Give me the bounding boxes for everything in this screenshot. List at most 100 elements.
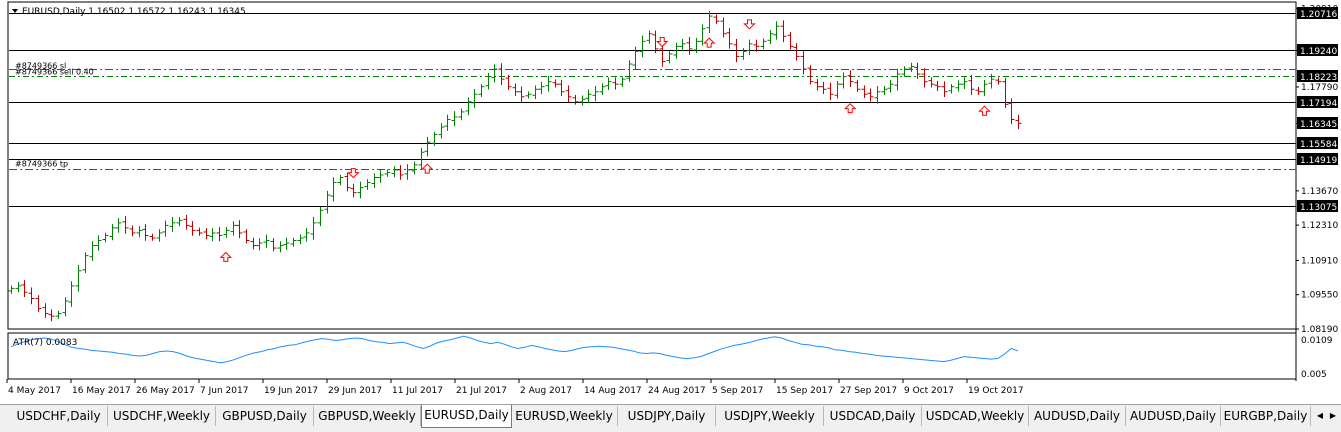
candle [330,177,337,202]
price-axis-tick: 1.12310 [1301,221,1338,231]
candle [572,95,579,105]
candle [397,165,404,180]
candle [115,218,122,233]
candle [28,287,35,305]
candle [283,237,290,250]
candle [558,79,565,97]
candle [129,225,136,237]
chart-tab[interactable]: EURGBP,Daily [1221,406,1311,426]
chart-tab[interactable]: AUDUSD,Daily [1029,406,1126,426]
candle [55,310,62,319]
price-chart[interactable]: #8749366 sl#8749366 sell 0.40 #8749366 tp… [0,0,1341,404]
candle [767,29,774,45]
date-axis-label: 26 May 2017 [136,386,195,396]
date-axis-label: 14 Aug 2017 [584,386,642,396]
candle [337,174,344,186]
atr-line [10,335,1019,364]
date-axis-label: 9 Oct 2017 [904,386,954,396]
candle [901,66,908,77]
candle [424,136,431,157]
chart-tab[interactable]: USDCHF,Weekly [108,406,216,426]
candle [840,72,847,89]
date-axis-label: 19 Jun 2017 [264,386,318,396]
price-level-tag [1297,96,1338,108]
candle [1015,114,1022,130]
date-axis-label: 4 May 2017 [8,386,61,396]
chart-tab[interactable]: USDCAD,Weekly [922,406,1029,426]
chart-tab[interactable]: EURUSD,Daily [421,405,512,428]
candle [458,108,465,121]
chart-window[interactable]: #8749366 sl #8749366 sell 0.40 #8749366 tp… [0,0,1341,404]
price-axis-tick: 1.08190 [1301,325,1338,335]
scroll-right-icon[interactable]: ▶ [1327,407,1339,425]
candle [934,80,941,91]
candle [619,76,626,87]
price-axis-tick: 1.10910 [1301,256,1338,266]
fractal-down-arrow-icon [655,37,669,48]
chart-tab[interactable]: GBPUSD,Daily [216,406,314,426]
candle [928,77,935,88]
candle [673,42,680,59]
candle [310,217,317,240]
chart-tab[interactable]: AUDUSD,Daily [1126,406,1221,426]
candle [981,79,988,97]
chart-tab[interactable]: GBPUSD,Weekly [314,406,421,426]
candle [82,252,89,274]
candle [746,39,753,55]
candle [21,280,28,297]
candle [867,88,874,102]
candle [209,228,216,242]
date-axis-label: 19 Oct 2017 [968,386,1024,396]
candle [122,216,129,234]
candle [75,264,82,292]
fractal-down-arrow-icon [347,168,360,179]
candle [975,86,982,96]
candle [908,62,915,72]
candle [89,241,96,261]
candle [102,232,109,243]
fractal-up-arrow-icon [978,105,991,116]
atr-scale-top: 0.0109 [1301,336,1333,346]
candle [787,32,794,50]
candle [371,173,378,188]
candle [955,80,962,92]
chart-tab[interactable]: USDJPY,Daily [618,406,716,426]
candle [364,179,371,190]
price-level-tag [1297,70,1338,82]
scroll-left-icon[interactable]: ◀ [1314,407,1326,425]
price-level-tag-text: 1.16345 [1300,120,1337,130]
candle [585,89,592,104]
candle [679,39,686,52]
candle [142,224,149,241]
chart-tab[interactable]: EURUSD,Weekly [511,406,618,426]
atr-label: ATR(7) 0.0083 [13,338,77,348]
date-axis-label: 29 Jun 2017 [328,386,382,396]
candle [814,78,821,91]
candle [773,21,780,40]
indicator-plot-frame [7,332,1297,380]
price-level-tag-text: 1.20716 [1300,10,1337,20]
fractal-down-arrow-icon [743,19,756,30]
candle [605,77,612,90]
candle [713,14,720,24]
candle [290,237,297,247]
candle [62,297,69,317]
candle [632,46,639,70]
candle [485,72,492,90]
price-level-tag [1297,44,1338,56]
candle [887,79,894,93]
candle [444,114,451,131]
order-sell-label: #8749366 sell 0.40 [15,68,94,77]
candle [35,295,42,312]
candle [357,181,364,199]
price-level-tag-text: 1.17194 [1300,99,1337,109]
chart-tab[interactable]: USDCAD,Daily [824,406,922,426]
chart-tab[interactable]: USDJPY,Weekly [716,406,824,426]
candle [780,20,787,43]
candle [465,97,472,116]
candle [1008,98,1015,125]
triangle-down-icon[interactable] [12,9,18,13]
candle [948,83,955,94]
candle [162,220,169,237]
chart-tab[interactable]: USDCHF,Daily [10,406,108,426]
